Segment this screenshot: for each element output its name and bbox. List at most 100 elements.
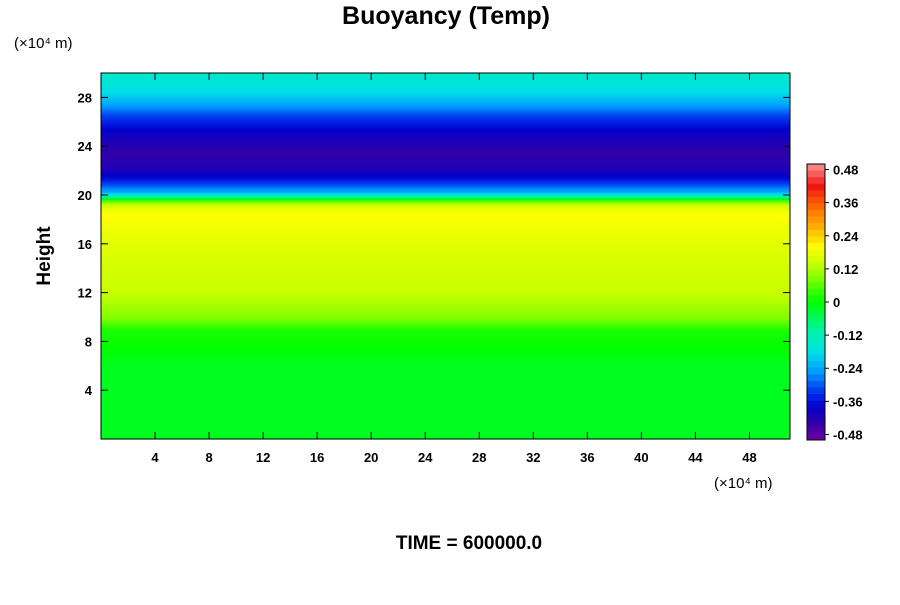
heatmap-band (101, 419, 790, 422)
colorbar-swatch (807, 413, 825, 421)
heatmap-band (101, 158, 790, 161)
heatmap-band (101, 398, 790, 401)
colorbar-swatch (807, 229, 825, 237)
heatmap-band (101, 295, 790, 297)
heatmap-band (101, 384, 790, 386)
heatmap-band (101, 415, 790, 418)
heatmap-band (101, 223, 790, 225)
heatmap-band (101, 317, 790, 319)
heatmap-band (101, 325, 790, 328)
heatmap-band (101, 302, 790, 305)
heatmap-band (101, 287, 790, 290)
heatmap-band (101, 91, 790, 94)
colorbar-swatch (807, 433, 825, 441)
heatmap-band (101, 186, 790, 189)
colorbar-swatch (807, 216, 825, 224)
heatmap-band (101, 86, 790, 89)
heatmap-band (101, 224, 790, 227)
heatmap-band (101, 107, 790, 109)
heatmap-band (101, 169, 790, 172)
heatmap-band (101, 166, 790, 169)
heatmap-band (101, 177, 790, 180)
heatmap-band (101, 436, 790, 439)
heatmap-band (101, 430, 790, 433)
heatmap-band (101, 104, 790, 107)
heatmap-band (101, 125, 790, 128)
x-tick-label: 32 (526, 450, 540, 465)
heatmap-band (101, 221, 790, 224)
heatmap-band (101, 367, 790, 369)
colorbar-swatch (807, 315, 825, 323)
heatmap-band (101, 180, 790, 183)
heatmap-band (101, 152, 790, 155)
heatmap-band (101, 382, 790, 385)
heatmap-band (101, 408, 790, 411)
heatmap-band (101, 393, 790, 396)
heatmap-band (101, 347, 790, 350)
plot-frame (100, 72, 791, 440)
heatmap-band (101, 236, 790, 239)
heatmap-band (101, 193, 790, 196)
heatmap-band (101, 423, 790, 425)
heatmap-band (101, 410, 790, 413)
heatmap-band (101, 181, 790, 184)
heatmap-band (101, 245, 790, 247)
heatmap-band (101, 262, 790, 264)
heatmap-band (101, 138, 790, 141)
heatmap-band (101, 202, 790, 205)
heatmap-band (101, 137, 790, 140)
heatmap-band (101, 374, 790, 377)
heatmap-band (101, 81, 790, 84)
colorbar-swatch (807, 374, 825, 382)
heatmap-band (101, 401, 790, 403)
heatmap-band (101, 215, 790, 218)
y-tick-label: 8 (85, 334, 92, 349)
colorbar-swatch (807, 387, 825, 395)
colorbar-swatch (807, 341, 825, 349)
colorbar-swatch (807, 190, 825, 198)
heatmap-band (101, 184, 790, 186)
heatmap-band (101, 118, 790, 120)
heatmap-band (101, 392, 790, 395)
colorbar-swatch (807, 269, 825, 277)
colorbar-tick-label: 0 (833, 295, 840, 310)
y-tick-label: 28 (78, 90, 92, 105)
heatmap-band (101, 110, 790, 113)
x-tick-label: 28 (472, 450, 486, 465)
colorbar-swatch (807, 203, 825, 211)
heatmap-band (101, 275, 790, 278)
colorbar-tick-label: -0.12 (833, 328, 863, 343)
heatmap-band (101, 153, 790, 156)
colorbar-swatch (807, 164, 825, 171)
heatmap-band (101, 98, 790, 101)
heatmap-band (101, 417, 790, 419)
heatmap-band (101, 277, 790, 280)
heatmap-band (101, 271, 790, 274)
heatmap-band (101, 198, 790, 201)
heatmap-band (101, 364, 790, 367)
heatmap-band (101, 282, 790, 285)
heatmap-band (101, 212, 790, 214)
heatmap-band (101, 191, 790, 194)
heatmap-band (101, 279, 790, 281)
heatmap-band (101, 93, 790, 96)
heatmap-band (101, 131, 790, 134)
heatmap-band (101, 258, 790, 261)
colorbar-tick-label: 0.24 (833, 229, 859, 244)
heatmap-band (101, 160, 790, 163)
heatmap-band (101, 320, 790, 323)
heatmap-band (101, 285, 790, 288)
heatmap-band (101, 349, 790, 352)
colorbar-swatch (807, 210, 825, 217)
heatmap-band (101, 144, 790, 147)
colorbar-swatch (807, 242, 825, 250)
heatmap-band (101, 288, 790, 291)
heatmap-band (101, 428, 790, 430)
colorbar-swatch (807, 295, 825, 303)
heatmap-band (101, 323, 790, 325)
heatmap-band (101, 147, 790, 150)
heatmap-band (101, 387, 790, 390)
colorbar-swatch (807, 328, 825, 336)
heatmap-band (101, 132, 790, 135)
colorbar-swatch (807, 407, 825, 415)
